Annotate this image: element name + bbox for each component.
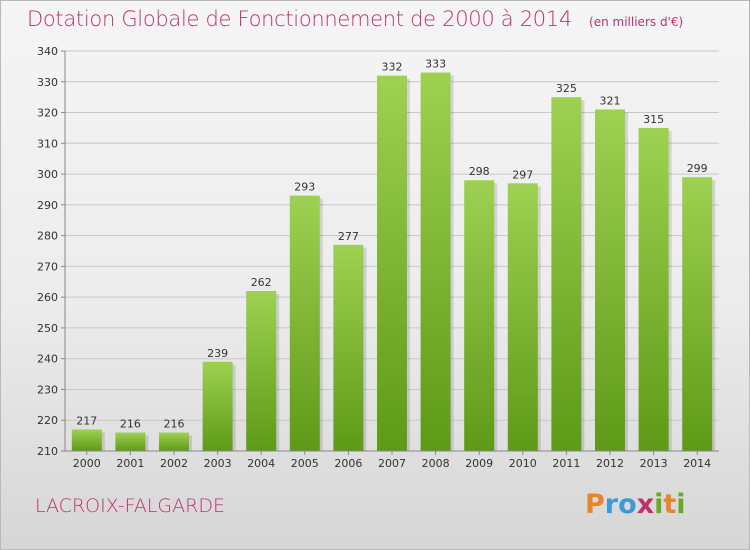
y-tick-label: 220 [37, 414, 58, 427]
y-tick-label: 280 [37, 230, 58, 243]
y-tick-label: 310 [37, 137, 58, 150]
commune-name: LACROIX-FALGARDE [35, 495, 225, 517]
bar-layer: 217 216 216 239 262 293 277 332 333 298 297 325 321 3… [71, 58, 716, 452]
logo-letter: r [604, 489, 619, 520]
x-tick-label: 2010 [509, 457, 537, 470]
chart-title-group: Dotation Globale de Fonctionnement de 20… [27, 7, 683, 31]
x-tick-label: 2007 [378, 457, 406, 470]
x-tick-label: 2012 [596, 457, 624, 470]
x-tick-label: 2003 [204, 457, 232, 470]
bar [507, 183, 538, 452]
bar [289, 195, 320, 451]
y-tick-label: 250 [37, 322, 58, 335]
logo-letter: t [663, 489, 677, 520]
y-tick-label: 230 [37, 383, 58, 396]
y-tick-label: 320 [37, 107, 58, 120]
bar-value-label: 293 [294, 181, 315, 194]
logo-letter: i [676, 489, 686, 520]
bar-value-label: 299 [687, 162, 708, 175]
logo-letter: i [654, 489, 664, 520]
x-tick-label: 2002 [160, 457, 188, 470]
x-tick-label: 2014 [683, 457, 711, 470]
bar-value-label: 239 [207, 347, 228, 360]
y-tick-label: 330 [37, 76, 58, 89]
x-tick-label: 2000 [73, 457, 101, 470]
bar [333, 244, 364, 451]
x-tick-label: 2011 [552, 457, 580, 470]
bar [115, 432, 146, 451]
logo-letter: P [585, 489, 605, 520]
unit-note: (en milliers d'€) [589, 15, 684, 29]
bar [464, 180, 495, 451]
bar [246, 291, 277, 451]
bar-value-label: 298 [469, 165, 490, 178]
x-tick-label: 2009 [465, 457, 493, 470]
x-tick-label: 2005 [291, 457, 319, 470]
x-tick-label: 2004 [247, 457, 275, 470]
bar [377, 75, 407, 451]
bar-value-label: 297 [512, 168, 533, 181]
y-tick-label: 270 [37, 260, 58, 273]
bar-value-label: 315 [643, 113, 664, 126]
bar [159, 432, 189, 451]
x-tick-label: 2013 [640, 457, 668, 470]
bar [638, 127, 669, 451]
bar [595, 109, 625, 451]
bar-value-label: 332 [382, 61, 403, 74]
chart-title: Dotation Globale de Fonctionnement de 20… [27, 7, 572, 31]
x-tick-label: 2006 [334, 457, 362, 470]
bar-value-label: 277 [338, 230, 359, 243]
y-tick-label: 290 [37, 199, 58, 212]
y-tick-label: 340 [37, 45, 58, 58]
logo-letter: o [618, 489, 637, 520]
bar-value-label: 262 [251, 276, 272, 289]
bar-value-label: 216 [120, 418, 141, 431]
bar [71, 429, 102, 451]
bar-value-label: 333 [425, 58, 446, 71]
bar [420, 72, 451, 452]
x-tick-label: 2001 [116, 457, 144, 470]
y-tick-label: 210 [37, 445, 58, 458]
x-tick-label: 2008 [422, 457, 450, 470]
bar-value-label: 216 [164, 418, 185, 431]
y-tick-label: 300 [37, 168, 58, 181]
bar [202, 361, 233, 451]
bar-value-label: 217 [76, 414, 97, 427]
logo-letter: x [636, 489, 655, 520]
y-tick-label: 260 [37, 291, 58, 304]
y-tick-label: 240 [37, 353, 58, 366]
bar-value-label: 325 [556, 82, 577, 95]
proxiti-logo[interactable]: Proxiti [585, 489, 686, 520]
bar [682, 177, 713, 451]
bar-value-label: 321 [600, 94, 621, 107]
axis-layer: 210 220 230 240 250 260 270 280 290 300 310 320 330 3… [37, 45, 719, 470]
bar [551, 97, 582, 452]
